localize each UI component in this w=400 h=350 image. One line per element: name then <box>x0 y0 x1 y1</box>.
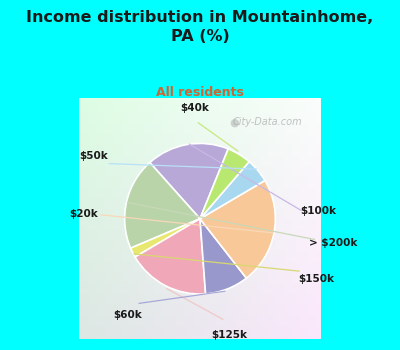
Wedge shape <box>125 162 200 248</box>
Text: $40k: $40k <box>181 103 210 113</box>
Text: City-Data.com: City-Data.com <box>233 117 302 127</box>
Wedge shape <box>200 219 246 294</box>
Text: $150k: $150k <box>298 274 334 284</box>
Wedge shape <box>200 162 265 219</box>
Text: $125k: $125k <box>211 330 247 340</box>
Text: Income distribution in Mountainhome,
PA (%): Income distribution in Mountainhome, PA … <box>26 10 374 44</box>
Text: All residents: All residents <box>156 86 244 99</box>
Text: ●: ● <box>229 117 239 127</box>
Text: > $200k: > $200k <box>309 238 358 248</box>
Wedge shape <box>200 181 275 278</box>
Wedge shape <box>150 144 228 219</box>
Text: $60k: $60k <box>113 310 142 320</box>
Text: $50k: $50k <box>79 151 108 161</box>
Text: $20k: $20k <box>70 209 98 219</box>
Wedge shape <box>135 219 206 294</box>
Wedge shape <box>131 219 200 257</box>
Text: $100k: $100k <box>300 206 336 216</box>
Wedge shape <box>200 149 249 219</box>
